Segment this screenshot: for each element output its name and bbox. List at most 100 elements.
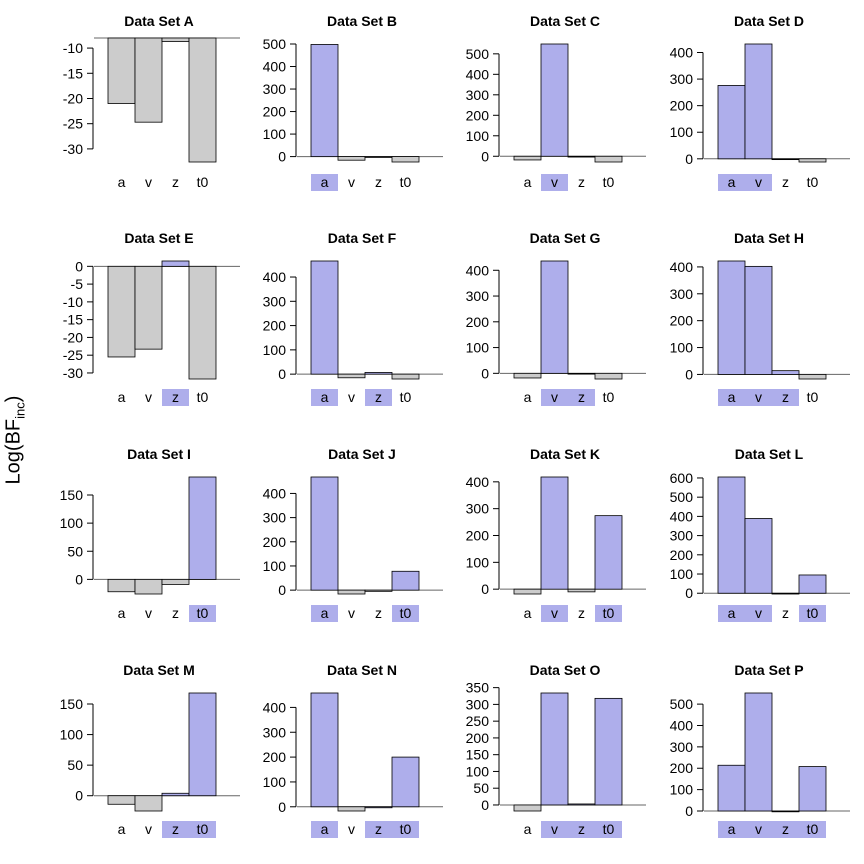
y-tick-label: 300	[466, 288, 490, 304]
y-tick-label: 200	[670, 98, 694, 114]
bar-a	[310, 692, 339, 808]
y-tick-label: 400	[263, 485, 287, 501]
category-highlight	[745, 821, 772, 838]
panel-title: Data Set B	[327, 13, 397, 29]
bar-z	[771, 810, 800, 813]
y-tick-label: 200	[263, 104, 287, 120]
category-label: t0	[197, 821, 209, 837]
category-label: a	[118, 605, 126, 621]
category-highlight	[541, 174, 568, 191]
panel-title: Data Set L	[735, 446, 804, 462]
y-tick-label: 0	[685, 585, 693, 601]
category-label: v	[145, 605, 152, 621]
y-tick-label: 500	[670, 489, 694, 505]
category-highlight	[745, 605, 772, 622]
y-tick-label: 300	[670, 739, 694, 755]
panel-title: Data Set C	[530, 13, 600, 29]
bar-a	[107, 795, 136, 805]
y-tick-label: 200	[466, 107, 490, 123]
category-label: a	[728, 174, 736, 190]
category-label: a	[728, 605, 736, 621]
bar-t0	[594, 155, 623, 163]
y-tick-label: 0	[481, 148, 489, 164]
category-highlight	[365, 389, 392, 406]
category-label: a	[728, 821, 736, 837]
category-highlight	[745, 174, 772, 191]
y-tick-label: 0	[685, 151, 693, 167]
y-tick-label: 50	[473, 780, 489, 796]
y-tick-label: 300	[263, 293, 287, 309]
y-tick-label: 100	[466, 340, 490, 356]
category-label: z	[172, 174, 179, 190]
category-label: t0	[807, 389, 819, 405]
y-tick-label: 400	[670, 717, 694, 733]
y-tick-label: 600	[670, 470, 694, 486]
bar-t0	[188, 37, 217, 163]
bar-v	[744, 43, 773, 160]
panel-data-set-i: Data Set I 0 50 100 150 a v z t0	[60, 446, 240, 622]
category-highlight	[541, 605, 568, 622]
y-tick-label: 0	[481, 581, 489, 597]
panel-data-set-c: Data Set C 0 100 200 300 400 500 a v z t0	[466, 13, 646, 191]
category-label: v	[348, 605, 355, 621]
bar-v	[134, 795, 163, 812]
category-label: z	[172, 821, 179, 837]
category-label: z	[578, 174, 585, 190]
bar-v	[744, 518, 773, 594]
category-label: z	[375, 821, 382, 837]
category-highlight	[718, 174, 745, 191]
y-tick-label: 0	[278, 582, 286, 598]
y-tick-label: 0	[481, 797, 489, 813]
bar-v	[337, 373, 366, 379]
category-label: a	[524, 174, 532, 190]
bar-z	[567, 372, 596, 375]
category-label: z	[782, 821, 789, 837]
category-label: z	[578, 605, 585, 621]
bar-t0	[798, 574, 827, 594]
y-tick-label: 150	[60, 487, 84, 503]
category-label: v	[755, 605, 762, 621]
category-label: z	[375, 174, 382, 190]
bar-t0	[391, 156, 420, 163]
bar-t0	[188, 692, 217, 797]
y-tick-label: 400	[670, 259, 694, 275]
bar-a	[717, 476, 746, 594]
y-tick-label: 100	[263, 342, 287, 358]
category-highlight	[162, 821, 189, 838]
y-tick-label: -15	[63, 65, 83, 81]
panel-title: Data Set M	[123, 662, 195, 678]
category-label: z	[375, 605, 382, 621]
category-label: z	[172, 605, 179, 621]
y-tick-label: -15	[63, 312, 83, 328]
y-tick-label: 300	[466, 87, 490, 103]
category-label: t0	[603, 389, 615, 405]
category-highlight	[365, 821, 392, 838]
y-tick-label: 100	[263, 558, 287, 574]
bar-v	[744, 265, 773, 375]
bar-v	[134, 265, 163, 350]
panel-data-set-b: Data Set B 0 100 200 300 400 500 a v z t0	[263, 13, 443, 191]
category-highlight	[772, 389, 799, 406]
y-tick-label: 0	[75, 258, 83, 274]
panel-title: Data Set E	[124, 230, 193, 246]
y-tick-label: 300	[263, 81, 287, 97]
y-tick-label: 500	[466, 46, 490, 62]
bar-z	[161, 792, 190, 797]
panel-title: Data Set A	[124, 13, 194, 29]
bar-a	[513, 804, 542, 812]
panel-title: Data Set D	[734, 13, 804, 29]
panel-data-set-p: Data Set P 0 100 200 300 400 500 a v z t0	[670, 662, 850, 838]
bar-z	[771, 370, 800, 375]
category-label: v	[145, 174, 152, 190]
panel-data-set-d: Data Set D 0 100 200 300 400 a v z t0	[670, 13, 850, 191]
y-tick-label: -5	[71, 276, 84, 292]
y-tick-label: 400	[466, 66, 490, 82]
category-highlight	[595, 821, 622, 838]
bar-z	[161, 578, 190, 585]
panel-data-set-f: Data Set F 0 100 200 300 400 a v z t0	[263, 230, 443, 406]
category-label: t0	[197, 605, 209, 621]
category-label: v	[551, 821, 558, 837]
y-tick-label: 500	[263, 36, 287, 52]
bar-z	[364, 589, 393, 592]
bar-z	[364, 372, 393, 375]
